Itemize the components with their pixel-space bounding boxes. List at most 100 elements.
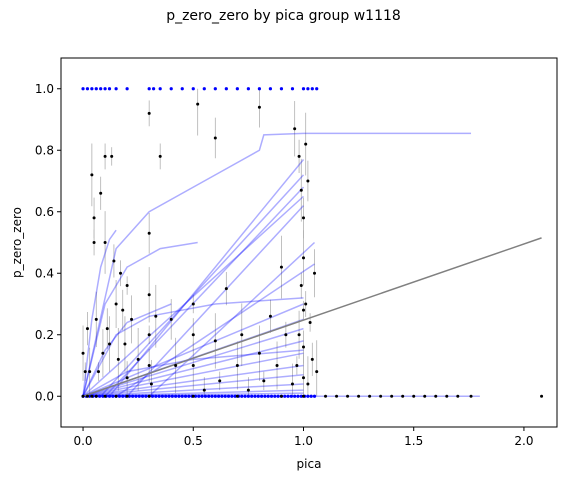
group-fit-line bbox=[82, 229, 117, 397]
x-tick-label: 1.5 bbox=[404, 434, 423, 448]
data-point bbox=[246, 388, 250, 392]
one-point bbox=[301, 87, 306, 91]
group-fit-line bbox=[148, 241, 316, 397]
zero-point bbox=[312, 394, 317, 398]
one-point bbox=[279, 87, 284, 91]
zero-point bbox=[157, 394, 161, 398]
zero-point bbox=[111, 394, 115, 398]
zero-point bbox=[117, 394, 122, 398]
zero-point bbox=[137, 394, 141, 398]
zero-point bbox=[223, 394, 227, 398]
zero-point bbox=[286, 394, 290, 398]
zero-point bbox=[134, 394, 138, 398]
zero-point bbox=[233, 394, 237, 398]
group-fit-line bbox=[82, 297, 304, 397]
data-point bbox=[119, 271, 123, 275]
group-fit-line bbox=[83, 383, 304, 397]
data-point bbox=[401, 394, 405, 398]
data-point bbox=[301, 216, 305, 220]
data-point bbox=[101, 351, 105, 355]
group-fit-line bbox=[82, 349, 304, 397]
one-point bbox=[213, 87, 217, 91]
zero-point bbox=[88, 394, 92, 398]
group-fit-line bbox=[82, 195, 304, 397]
data-point bbox=[297, 154, 301, 158]
zero-point bbox=[140, 394, 145, 398]
data-point bbox=[324, 394, 328, 398]
data-point bbox=[202, 388, 206, 392]
zero-point bbox=[154, 394, 158, 398]
data-point bbox=[191, 364, 195, 367]
data-point bbox=[306, 382, 310, 386]
data-point bbox=[123, 342, 127, 346]
data-point bbox=[262, 379, 266, 383]
data-point bbox=[445, 394, 449, 398]
one-point bbox=[90, 87, 94, 91]
group-fit-line bbox=[82, 327, 304, 397]
data-point bbox=[304, 142, 308, 146]
one-point bbox=[81, 87, 85, 91]
zero-point bbox=[230, 394, 234, 398]
data-point bbox=[301, 308, 305, 312]
data-point bbox=[335, 394, 339, 398]
group-fit-line bbox=[104, 186, 305, 397]
one-point bbox=[224, 87, 228, 91]
zero-point bbox=[266, 394, 270, 398]
data-point bbox=[94, 317, 98, 321]
data-point bbox=[154, 314, 158, 318]
data-point bbox=[379, 394, 383, 398]
zero-point bbox=[263, 394, 267, 398]
x-tick-label: 0.5 bbox=[184, 434, 203, 448]
data-point bbox=[279, 394, 283, 398]
data-point bbox=[191, 333, 195, 337]
x-tick-label: 0.0 bbox=[73, 434, 92, 448]
plot-frame bbox=[60, 57, 558, 428]
data-point bbox=[169, 317, 173, 321]
zero-point bbox=[309, 394, 313, 398]
data-point bbox=[315, 370, 319, 374]
one-point bbox=[85, 87, 90, 91]
zero-point bbox=[213, 394, 217, 398]
zero-point bbox=[107, 394, 112, 398]
data-point bbox=[99, 191, 103, 195]
zero-point bbox=[174, 394, 178, 398]
y-tick-label: 0.6 bbox=[35, 205, 54, 219]
zero-point bbox=[250, 394, 254, 398]
data-point bbox=[85, 327, 89, 331]
one-point bbox=[306, 87, 310, 91]
zero-point bbox=[240, 394, 244, 398]
zero-point bbox=[197, 394, 201, 398]
data-point bbox=[304, 302, 308, 306]
one-point bbox=[169, 87, 173, 91]
data-point bbox=[434, 394, 438, 398]
group-fit-line bbox=[82, 132, 472, 397]
data-point bbox=[149, 382, 153, 386]
y-tick-label: 0.2 bbox=[35, 328, 54, 342]
group-fit-line bbox=[82, 303, 304, 397]
zero-point bbox=[296, 394, 300, 398]
data-point bbox=[158, 154, 162, 158]
data-point bbox=[83, 370, 87, 374]
one-point bbox=[191, 87, 195, 91]
zero-point bbox=[243, 394, 247, 398]
zero-point bbox=[289, 394, 293, 398]
y-tick-label: 0.4 bbox=[35, 266, 54, 280]
data-point bbox=[390, 394, 394, 398]
data-point bbox=[299, 188, 303, 192]
data-point bbox=[125, 284, 129, 288]
data-point bbox=[308, 320, 312, 324]
zero-point bbox=[260, 394, 264, 398]
group-fit-line bbox=[82, 241, 198, 397]
zero-point bbox=[203, 394, 207, 398]
zero-point bbox=[160, 394, 165, 398]
one-point bbox=[151, 87, 156, 91]
data-point bbox=[147, 333, 151, 337]
data-point bbox=[125, 394, 129, 398]
zero-point bbox=[226, 394, 231, 398]
zero-point bbox=[121, 394, 125, 398]
data-point bbox=[114, 394, 118, 398]
data-point bbox=[105, 327, 109, 331]
data-point bbox=[130, 317, 134, 321]
zero-point bbox=[177, 394, 181, 398]
x-axis-label: pica bbox=[297, 457, 322, 471]
